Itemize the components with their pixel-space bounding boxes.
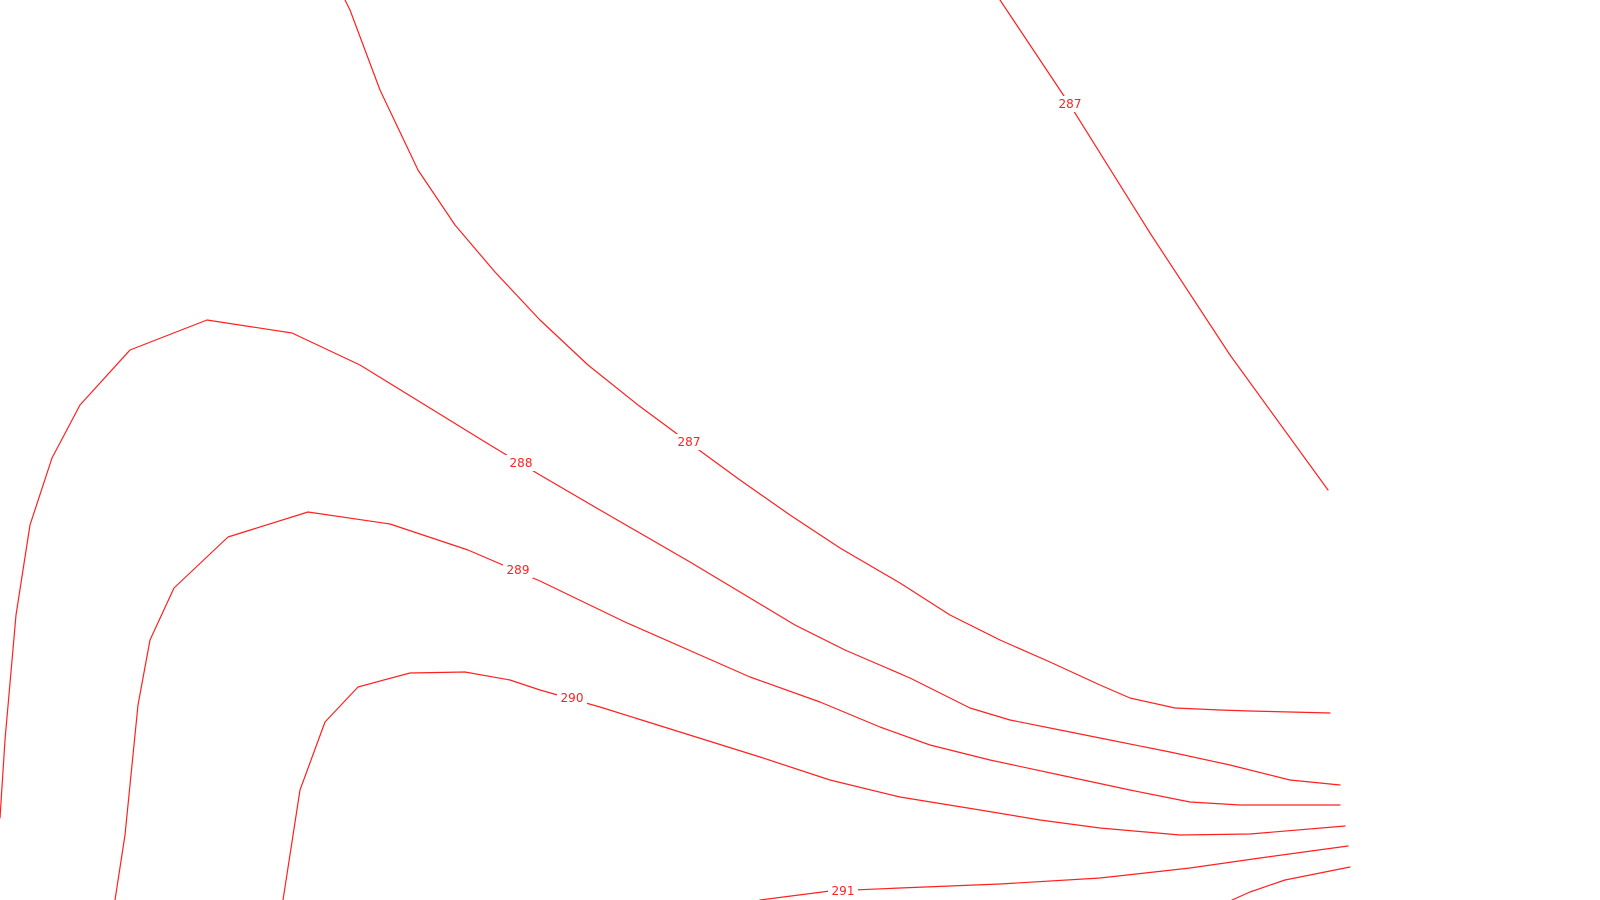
contour-289-label-bg xyxy=(503,562,533,578)
contour-290-line xyxy=(282,671,1346,900)
contour-290-label-bg xyxy=(557,690,587,706)
contour-287-east-label: 287 xyxy=(1059,97,1082,111)
contour-291-label: 291 xyxy=(832,884,855,898)
contour-292-partial-line xyxy=(1231,866,1351,900)
contour-287-east-line xyxy=(999,0,1329,491)
contour-291-label-bg xyxy=(828,883,858,899)
contour-289: 289 xyxy=(114,511,1341,900)
contour-287-west-label: 287 xyxy=(678,435,701,449)
contour-287-west-line xyxy=(344,0,1331,714)
contour-287-west-label-bg xyxy=(674,434,704,450)
contour-288-line xyxy=(0,319,1341,819)
contour-289-line xyxy=(114,511,1341,900)
contour-288-label-bg xyxy=(506,455,536,471)
contour-288-label: 288 xyxy=(510,456,533,470)
contour-287-west: 287 xyxy=(344,0,1331,714)
contour-291: 291 xyxy=(759,845,1349,900)
contour-290: 290 xyxy=(282,671,1346,900)
contour-287-east-label-bg xyxy=(1055,96,1085,112)
contour-287-east: 287 xyxy=(999,0,1329,491)
contour-289-label: 289 xyxy=(507,563,530,577)
contour-288: 288 xyxy=(0,319,1341,819)
contour-292-partial xyxy=(1231,866,1351,900)
contour-290-label: 290 xyxy=(561,691,584,705)
